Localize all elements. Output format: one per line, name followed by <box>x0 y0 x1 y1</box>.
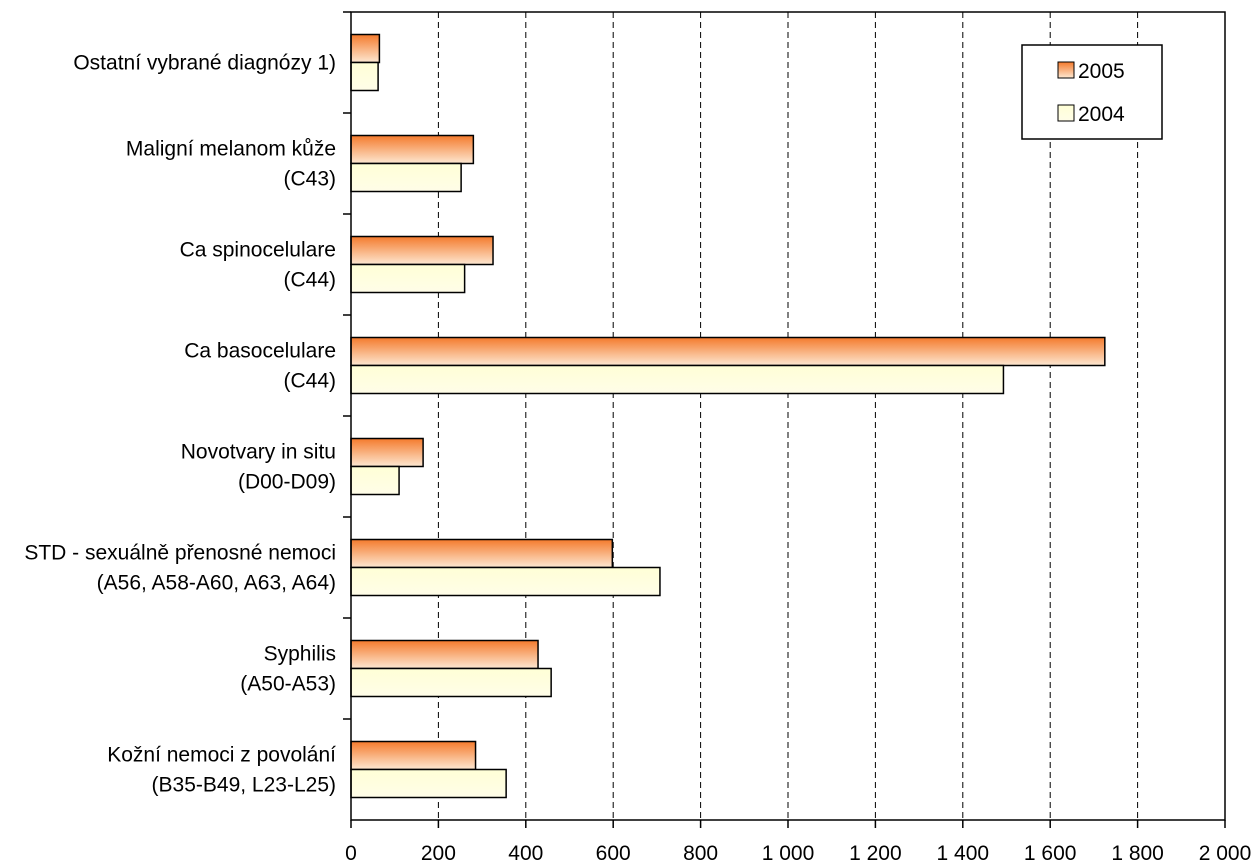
y-axis: Ostatní vybrané diagnózy 1) Maligní melan… <box>24 11 351 797</box>
legend-label-2004: 2004 <box>1078 103 1125 126</box>
x-axis: 0 200 400 600 800 1 000 1 200 1 400 1 600 1 800 2 … <box>345 820 1251 865</box>
legend-box <box>1021 44 1163 140</box>
bar-2005 <box>350 33 381 64</box>
bar-2005 <box>350 336 1106 367</box>
bar-2004 <box>350 667 552 698</box>
category-label: Ostatní vybrané diagnózy 1) <box>73 52 336 75</box>
legend: 2005 2004 <box>1021 44 1163 140</box>
category-label: (A50-A53) <box>240 673 336 696</box>
bar-2004 <box>350 263 466 294</box>
category-label: Maligní melanom kůže <box>126 138 336 161</box>
legend-swatch-2004 <box>1057 104 1075 122</box>
bar-2005 <box>350 538 614 569</box>
x-tick-label: 600 <box>596 842 631 865</box>
bar-2005 <box>350 639 539 670</box>
x-tick-label: 1 000 <box>762 842 815 865</box>
legend-label-2005: 2005 <box>1078 60 1125 83</box>
bar-2004 <box>350 465 400 496</box>
category-label: Novotvary in situ <box>181 441 336 464</box>
category-label: (C43) <box>283 168 336 191</box>
category-label: Kožní nemoci z povolání <box>107 744 336 767</box>
category-label: Ca basocelulare <box>184 340 336 363</box>
bar-2004 <box>350 364 1005 395</box>
bars <box>350 33 1106 799</box>
bar-2005 <box>350 437 424 468</box>
bar-2005 <box>350 235 494 266</box>
bar-2004 <box>350 162 462 193</box>
bar-2004 <box>350 566 661 597</box>
category-label: (C44) <box>283 269 336 292</box>
x-tick-label: 800 <box>683 842 718 865</box>
x-tick-label: 1 600 <box>1024 842 1077 865</box>
category-label: Ca spinocelulare <box>180 239 336 262</box>
category-label: (A56, A58-A60, A63, A64) <box>97 572 336 595</box>
bar-2005 <box>350 740 477 771</box>
category-label: (B35-B49, L23-L25) <box>152 774 336 797</box>
bar-2004 <box>350 61 379 92</box>
legend-swatch-2005 <box>1057 61 1075 79</box>
bar-2004 <box>350 768 507 799</box>
category-label: (C44) <box>283 370 336 393</box>
x-tick-label: 1 200 <box>849 842 902 865</box>
category-label: Syphilis <box>264 643 336 666</box>
x-tick-label: 2 000 <box>1199 842 1252 865</box>
x-tick-label: 200 <box>421 842 456 865</box>
x-tick-label: 1 800 <box>1111 842 1164 865</box>
bar-2005 <box>350 134 475 165</box>
x-tick-label: 1 400 <box>937 842 990 865</box>
category-label: (D00-D09) <box>238 471 336 494</box>
category-label: STD - sexuálně přenosné nemoci <box>24 542 336 565</box>
x-tick-label: 0 <box>345 842 357 865</box>
x-tick-label: 400 <box>508 842 543 865</box>
